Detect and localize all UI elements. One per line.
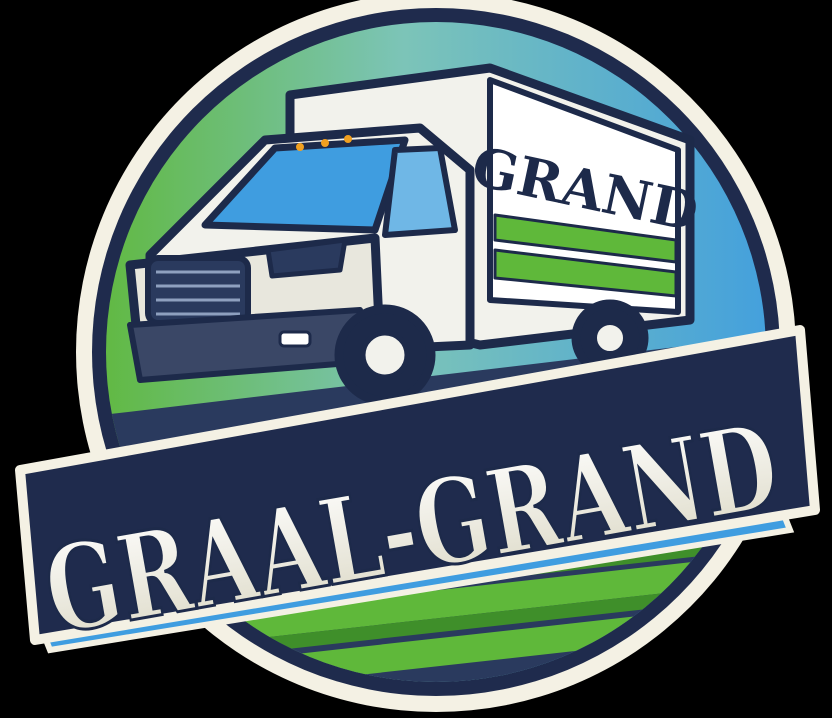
truck-side-window [385,148,455,235]
truck-rear-wheel-hub [595,323,625,353]
truck-front-wheel-hub [363,333,407,377]
truck-fog-light [280,332,310,346]
